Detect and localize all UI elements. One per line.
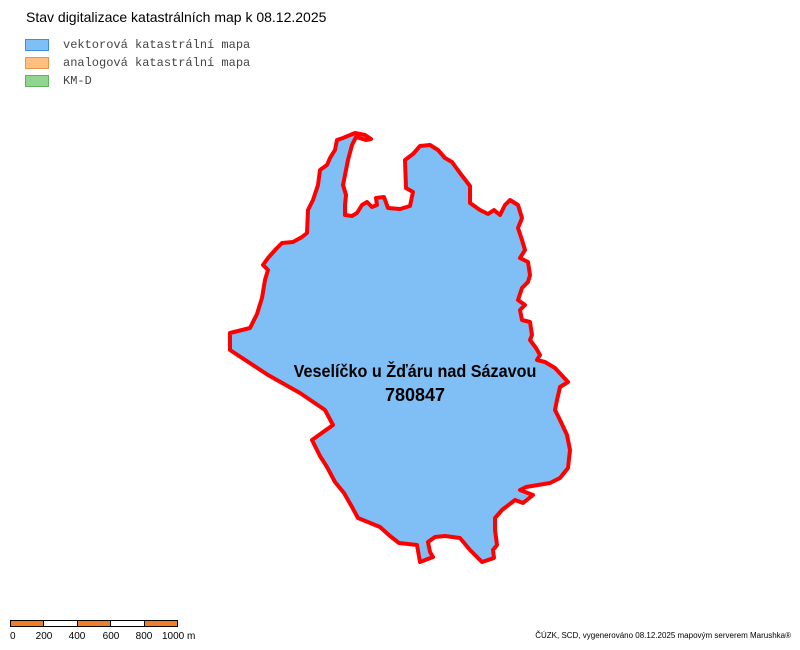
legend-swatch-vector (25, 39, 49, 51)
legend-swatch-kmd (25, 75, 49, 87)
scale-tick: 800 (135, 631, 153, 642)
scale-ticks: 0 200 400 600 800 1000 m (10, 631, 195, 645)
scale-bar-segments (10, 620, 178, 627)
credit-text: ČÚZK, SCD, vygenerováno 08.12.2025 mapov… (535, 631, 791, 640)
scale-segment (143, 621, 178, 626)
scale-segment (76, 621, 111, 626)
legend-label: vektorová katastrální mapa (63, 38, 251, 52)
scale-tick: 0 (10, 631, 16, 642)
legend-label: KM-D (63, 74, 92, 88)
legend: vektorová katastrální mapa analogová kat… (25, 36, 250, 90)
area-name-label: Veselíčko u Žďáru nad Sázavou (294, 361, 537, 381)
scale-segment (110, 621, 144, 626)
legend-swatch-analog (25, 57, 49, 69)
scale-tick: 600 (102, 631, 120, 642)
legend-item-kmd: KM-D (25, 72, 250, 90)
scale-segment (11, 621, 44, 626)
scale-segment (43, 621, 77, 626)
legend-label: analogová katastrální mapa (63, 56, 251, 70)
scale-tick: 200 (35, 631, 53, 642)
legend-item-vector: vektorová katastrální mapa (25, 36, 250, 54)
scale-tick: 1000 m (162, 631, 196, 642)
scale-bar: 0 200 400 600 800 1000 m (10, 620, 195, 645)
cadastral-area-polygon[interactable] (228, 131, 572, 564)
map-title: Stav digitalizace katastrálních map k 08… (26, 9, 327, 25)
legend-item-analog: analogová katastrální mapa (25, 54, 250, 72)
scale-tick: 400 (68, 631, 86, 642)
area-code-label: 780847 (385, 385, 445, 405)
